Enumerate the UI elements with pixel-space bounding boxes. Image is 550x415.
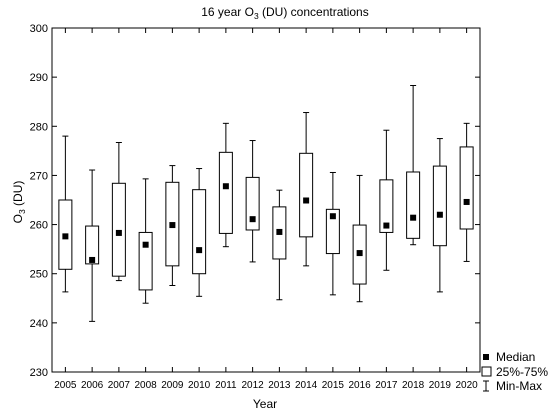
legend-box-marker [481, 366, 492, 377]
y-tick-label: 280 [30, 121, 48, 133]
box-2017 [379, 129, 394, 271]
x-tick-label: 2006 [81, 380, 104, 391]
median-marker [169, 222, 176, 229]
box-2009 [165, 165, 180, 287]
median-marker [142, 241, 149, 248]
y-tick-label: 230 [30, 367, 48, 379]
legend-label-box: 25%-75% [496, 365, 548, 379]
y-tick-label: 240 [30, 318, 48, 330]
median-marker [436, 211, 443, 218]
x-tick-label: 2005 [54, 380, 77, 391]
y-axis: 230 240 250 260 270 280 290 300 [30, 23, 480, 379]
iqr-box [85, 225, 100, 265]
median-marker [249, 216, 256, 223]
box-2005 [58, 135, 73, 293]
x-tick-label: 2015 [322, 380, 345, 391]
legend-median-marker [483, 354, 489, 360]
legend-whisker-marker [483, 380, 489, 392]
y-tick-label: 250 [30, 269, 48, 281]
x-tick-label: 2014 [295, 380, 318, 391]
box-2015 [325, 171, 340, 296]
x-tick-label: 2020 [456, 380, 479, 391]
iqr-box [325, 208, 340, 255]
y-tick-label: 260 [30, 220, 48, 232]
legend-label-whisker: Min-Max [496, 379, 542, 393]
x-tick-label: 2012 [242, 380, 265, 391]
iqr-box [192, 189, 207, 275]
iqr-box [379, 179, 394, 233]
box-2008 [138, 178, 153, 304]
x-tick-label: 2008 [135, 380, 158, 391]
iqr-box [432, 165, 447, 247]
box-2007 [111, 142, 126, 282]
iqr-box [111, 182, 126, 277]
x-axis: 2005 2006 2007 2008 2009 2010 2011 2012 2013 2014… [54, 28, 478, 391]
box-2006 [85, 169, 100, 322]
box-2019 [432, 138, 447, 293]
y-axis-title: O3 (DU) [11, 181, 27, 224]
box-2016 [352, 174, 367, 303]
median-marker [329, 213, 336, 220]
box-2018 [406, 84, 421, 246]
x-tick-label: 2018 [402, 380, 425, 391]
iqr-box [138, 231, 153, 291]
median-marker [196, 247, 203, 254]
median-marker [62, 233, 69, 240]
iqr-box [299, 152, 314, 238]
box-2013 [272, 189, 287, 301]
x-tick-label: 2016 [349, 380, 372, 391]
y-tick-label: 300 [30, 23, 48, 35]
iqr-box [218, 151, 233, 234]
iqr-box [459, 146, 474, 230]
box-2020 [459, 122, 474, 262]
median-marker [356, 250, 363, 257]
x-tick-label: 2007 [108, 380, 131, 391]
x-tick-label: 2013 [268, 380, 291, 391]
median-marker [383, 222, 390, 229]
x-tick-label: 2011 [215, 380, 237, 391]
y-tick-label: 290 [30, 72, 48, 84]
x-tick-label: 2019 [429, 380, 452, 391]
x-axis-title: Year [253, 397, 277, 411]
median-marker [89, 256, 96, 263]
median-marker [463, 198, 470, 205]
median-marker [410, 214, 417, 221]
y-tick-label: 270 [30, 170, 48, 182]
median-marker [115, 229, 122, 236]
box-2010 [192, 168, 207, 297]
plot-frame [51, 27, 481, 373]
x-tick-label: 2017 [375, 380, 398, 391]
iqr-box [406, 171, 421, 239]
legend-label-median: Median [496, 350, 535, 364]
median-marker [222, 183, 229, 190]
median-marker [276, 228, 283, 235]
median-marker [303, 197, 310, 204]
x-tick-label: 2010 [188, 380, 211, 391]
box-series [58, 84, 474, 322]
box-2012 [245, 140, 260, 263]
x-tick-label: 2009 [161, 380, 184, 391]
box-2014 [299, 112, 314, 267]
chart-title: 16 year O3 (DU) concentrations [201, 5, 368, 21]
box-2011 [218, 122, 233, 248]
legend: Median 25%-75% Min-Max [481, 350, 548, 393]
iqr-box [245, 176, 260, 231]
